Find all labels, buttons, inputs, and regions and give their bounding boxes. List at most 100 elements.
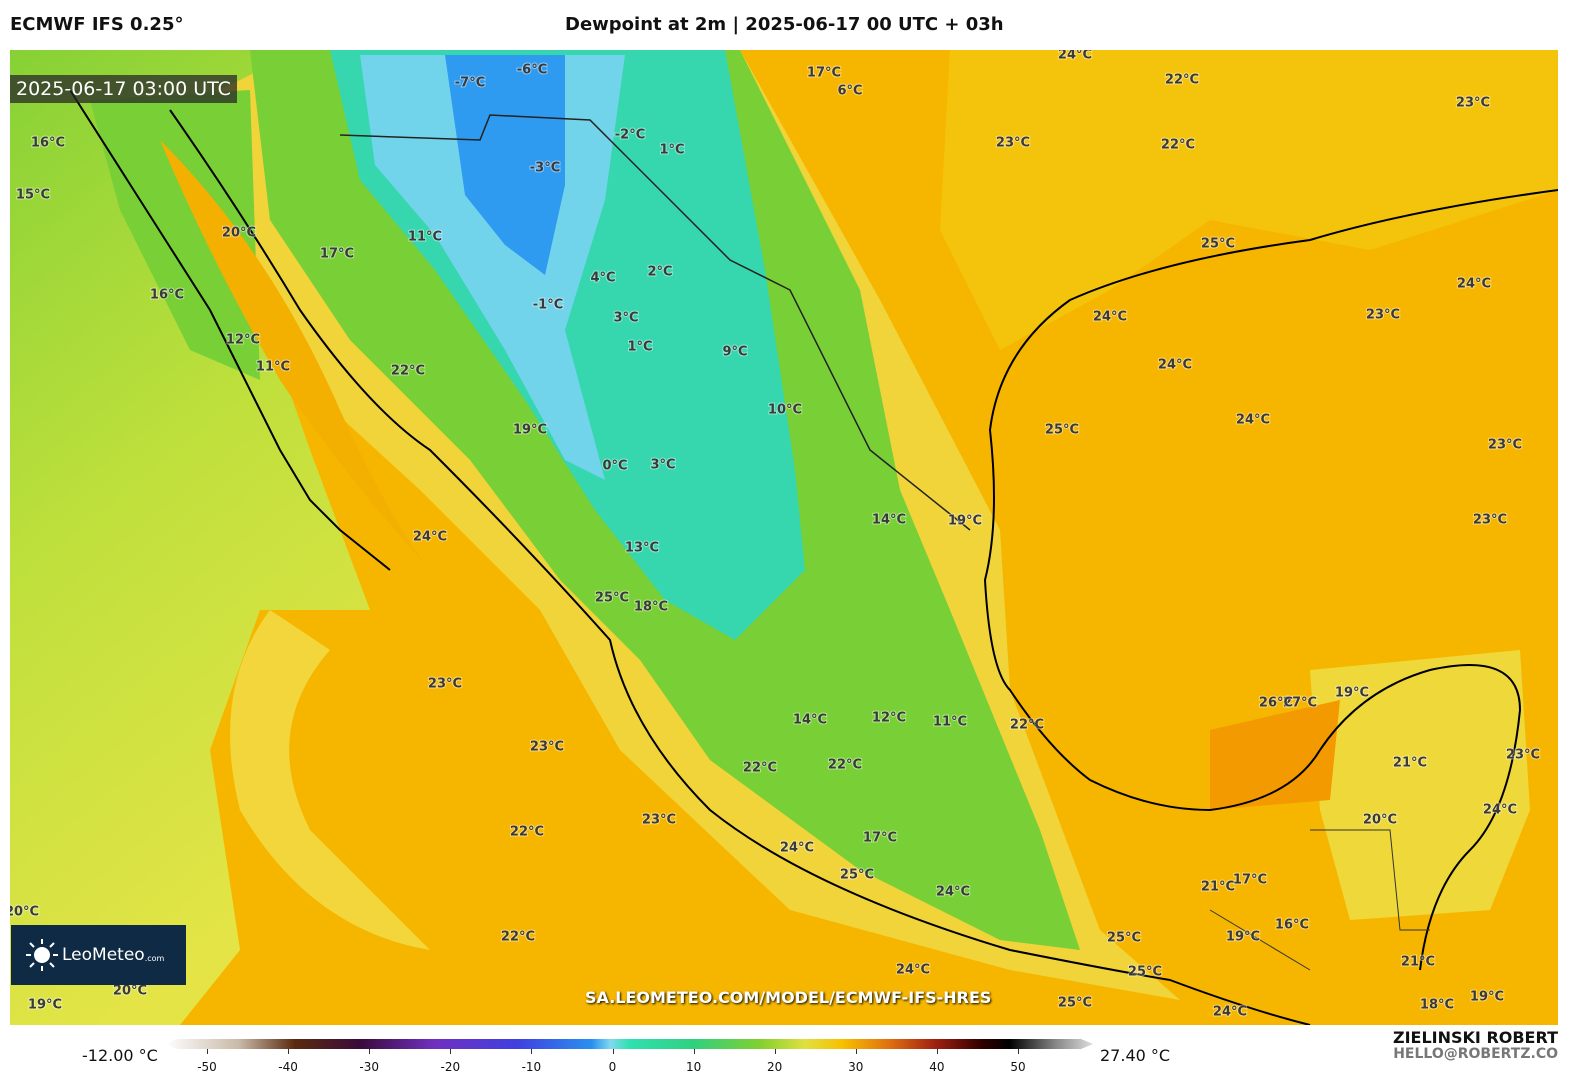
yucatan <box>1310 650 1530 920</box>
contour-label: 19°C <box>28 998 62 1013</box>
contour-label: 24°C <box>896 963 930 978</box>
contour-label: 23°C <box>1488 438 1522 453</box>
contour-label: 24°C <box>1483 803 1517 818</box>
colorbar-tick <box>531 1049 533 1054</box>
contour-label: 24°C <box>1158 358 1192 373</box>
contour-label: 23°C <box>1456 96 1490 111</box>
gulf-of-california <box>160 140 430 570</box>
contour-label: 23°C <box>996 136 1030 151</box>
colorbar-tick-label: 10 <box>685 1060 702 1074</box>
contour-label: 24°C <box>413 530 447 545</box>
contour-label: 16°C <box>1275 918 1309 933</box>
valid-time: 2025-06-17 03:00 UTC <box>10 75 237 103</box>
contour-label: 22°C <box>501 930 535 945</box>
contour-label: 23°C <box>642 813 676 828</box>
state-borders <box>1209 829 1430 971</box>
colorbar-tick-label: -50 <box>197 1060 217 1074</box>
logo-sun <box>26 939 58 971</box>
colorbar-tick <box>207 1049 208 1054</box>
model-name: ECMWF IFS 0.25° <box>10 14 184 35</box>
contour-label: 21°C <box>1201 880 1235 895</box>
contour-label: 22°C <box>828 758 862 773</box>
pacific-moist <box>10 50 370 1025</box>
contour-label: 10°C <box>768 403 802 418</box>
land-blue <box>445 55 565 275</box>
colorbar-tick <box>450 1049 452 1054</box>
contour-label: 14°C <box>872 513 906 528</box>
texas-region <box>940 50 1558 350</box>
contour-label: 1°C <box>659 143 684 158</box>
contour-label: 22°C <box>510 825 544 840</box>
logo: LeoMeteo .com <box>11 925 186 985</box>
colorbar-tick <box>1018 1049 1019 1054</box>
contour-label: 22°C <box>1010 718 1044 733</box>
contour-label: 25°C <box>595 591 629 606</box>
contour-label: 26°C <box>1259 696 1293 711</box>
contour-label: 22°C <box>1165 73 1199 88</box>
contour-label: 17°C <box>1233 873 1267 888</box>
contour-label: 20°C <box>1363 813 1397 828</box>
colorbar-tick-label: -30 <box>359 1060 379 1074</box>
map-title: Dewpoint at 2m | 2025-06-17 00 UTC + 03h <box>565 14 1004 35</box>
contour-label: 24°C <box>780 841 814 856</box>
us-mexico-border <box>339 114 971 531</box>
contour-label: 23°C <box>1506 748 1540 763</box>
contour-label: 14°C <box>793 713 827 728</box>
contour-label: -6°C <box>517 63 547 78</box>
contour-label: 19°C <box>513 423 547 438</box>
colorbar-max: 27.40 °C <box>1100 1046 1171 1065</box>
contour-label: 25°C <box>1058 996 1092 1011</box>
colorbar <box>165 1039 1093 1049</box>
colorbar-tick-label: 20 <box>767 1060 783 1074</box>
contour-label: 24°C <box>1213 1005 1247 1020</box>
colorbar-tick-label: 50 <box>1010 1060 1026 1074</box>
contour-label: -2°C <box>615 128 645 143</box>
contour-label: 21°C <box>1393 756 1427 771</box>
contour-label: 11°C <box>933 715 967 730</box>
contour-label: 17°C <box>807 66 841 81</box>
contour-label: 0°C <box>602 459 627 474</box>
contour-label: 1°C <box>627 340 652 355</box>
contour-label: 13°C <box>625 541 659 556</box>
contour-label: 23°C <box>428 677 462 692</box>
colorbar-tick <box>369 1049 371 1054</box>
contour-label: 23°C <box>1473 513 1507 528</box>
contour-label: 3°C <box>613 311 638 326</box>
contour-label: 19°C <box>948 514 982 529</box>
colorbar-min: -12.00 °C <box>82 1046 158 1065</box>
contour-label: 19°C <box>1470 990 1504 1005</box>
contour-label: 24°C <box>936 885 970 900</box>
contour-label: 22°C <box>743 761 777 776</box>
contour-label: 16°C <box>31 136 65 151</box>
contour-label: 23°C <box>530 740 564 755</box>
contour-label: 2°C <box>647 265 672 280</box>
contour-label: 17°C <box>320 247 354 262</box>
colorbar-tick <box>855 1049 857 1054</box>
contour-label: 19°C <box>1335 686 1369 701</box>
contour-labels: 24°C 22°C 23°C 22°C 23°C 25°C 24°C 24°C 23°C 24°C… <box>10 50 1541 1021</box>
contour-label: 20°C <box>222 226 256 241</box>
logo-name: LeoMeteo <box>62 945 145 965</box>
contour-label: 11°C <box>408 230 442 245</box>
contour-label: 18°C <box>1420 998 1454 1013</box>
source-url: SA.LEOMETEO.COM/MODEL/ECMWF-IFS-HRES <box>585 988 992 1007</box>
author: ZIELINSKI ROBERT <box>1392 1028 1558 1047</box>
colorbar-tick-label: 30 <box>848 1060 864 1074</box>
contour-label: 15°C <box>16 188 50 203</box>
contour-label: 19°C <box>1226 930 1260 945</box>
contour-label: 20°C <box>113 984 147 999</box>
colorbar-tick <box>774 1049 776 1054</box>
contour-label: 24°C <box>1457 277 1491 292</box>
contour-label: 6°C <box>837 84 862 99</box>
colorbar-tick-label: 40 <box>929 1060 945 1074</box>
contour-label: 25°C <box>1201 237 1235 252</box>
contour-label: 25°C <box>1045 423 1079 438</box>
contour-label: 20°C <box>10 905 39 920</box>
contour-label: 27°C <box>1283 696 1317 711</box>
coastline <box>69 89 1558 1025</box>
contour-label: 16°C <box>150 288 184 303</box>
colorbar-tick-label: -10 <box>521 1060 542 1074</box>
gulf-warm <box>1210 700 1340 810</box>
